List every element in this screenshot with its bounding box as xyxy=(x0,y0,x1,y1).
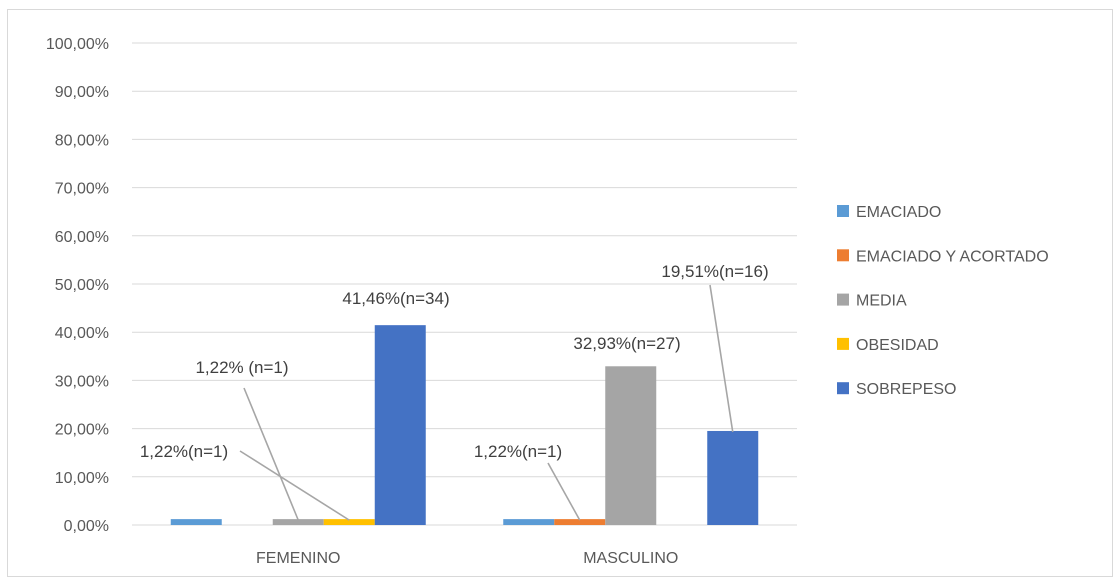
bar xyxy=(272,519,324,525)
data-label: 32,93%(n=27) xyxy=(573,334,680,353)
legend-swatch xyxy=(837,205,849,217)
legend-label: OBESIDAD xyxy=(856,337,939,354)
legend-label: SOBREPESO xyxy=(856,381,956,398)
data-label: 41,46%(n=34) xyxy=(342,289,449,308)
y-tick-label: 70,00% xyxy=(55,181,109,198)
legend-label: MEDIA xyxy=(856,293,907,310)
y-tick-label: 60,00% xyxy=(55,229,109,246)
bar xyxy=(503,519,555,525)
data-label-leader-line xyxy=(239,450,350,521)
x-category-label: FEMENINO xyxy=(256,550,340,567)
legend-label: EMACIADO xyxy=(856,204,941,221)
y-tick-label: 100,00% xyxy=(46,36,109,53)
y-tick-label: 20,00% xyxy=(55,422,109,439)
y-tick-label: 40,00% xyxy=(55,325,109,342)
chart-frame: 0,00% 10,00% 20,00% 30,00% 40,00% 50,00% 60,00… xyxy=(7,9,1113,577)
y-tick-label: 30,00% xyxy=(55,373,109,390)
bar xyxy=(170,519,222,525)
legend-label: EMACIADO Y ACORTADO xyxy=(856,248,1049,265)
y-tick-label: 10,00% xyxy=(55,470,109,487)
bar xyxy=(707,430,759,525)
data-label-leader-line xyxy=(709,284,734,433)
data-label: 1,22%(n=1) xyxy=(140,442,228,461)
legend-swatch xyxy=(837,382,849,395)
bar-chart: 0,00% 10,00% 20,00% 30,00% 40,00% 50,00% 60,00… xyxy=(46,36,1049,567)
legend-swatch xyxy=(837,293,849,306)
data-label-leader-line xyxy=(243,387,299,521)
data-label: 19,51%(n=16) xyxy=(661,262,768,281)
legend-swatch xyxy=(837,249,849,262)
y-tick-label: 90,00% xyxy=(55,84,109,101)
y-tick-label: 80,00% xyxy=(55,132,109,149)
data-label: 1,22%(n=1) xyxy=(474,442,562,461)
y-tick-label: 50,00% xyxy=(55,277,109,294)
legend-swatch xyxy=(837,337,849,350)
bar xyxy=(374,325,426,525)
y-tick-label: 0,00% xyxy=(64,518,109,535)
bar xyxy=(554,519,606,525)
bar xyxy=(605,366,657,525)
data-label: 1,22% (n=1) xyxy=(195,358,288,377)
data-label-leader-line xyxy=(547,462,581,521)
x-category-label: MASCULINO xyxy=(583,550,678,567)
bar xyxy=(323,519,375,525)
